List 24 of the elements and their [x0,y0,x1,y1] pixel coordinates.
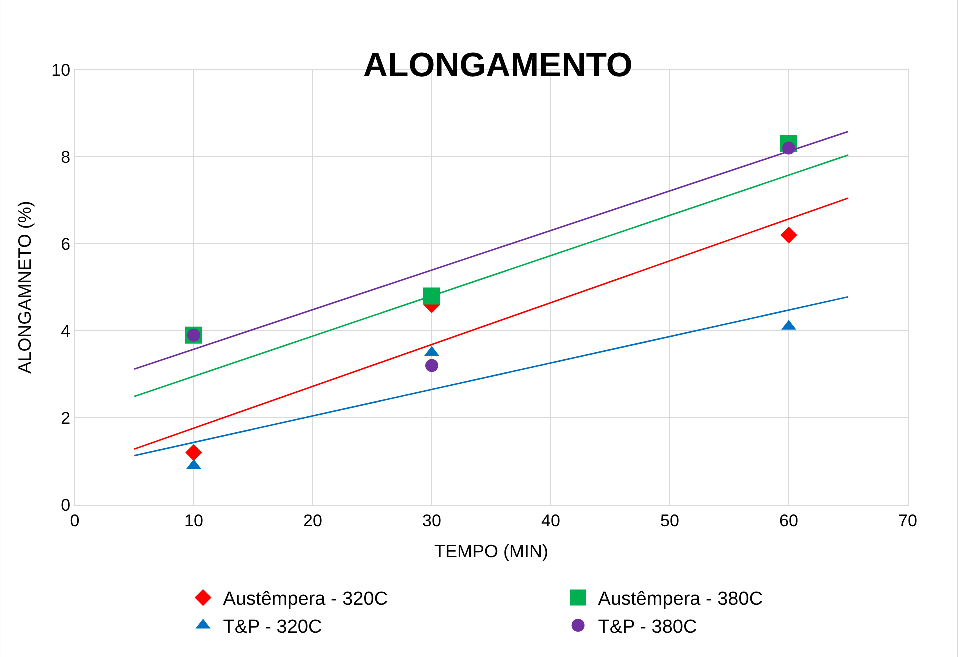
y-tick-label: 8 [61,148,71,167]
y-tick-label: 10 [52,60,71,80]
legend-label: Austêmpera - 380C [598,589,764,610]
point [426,359,438,372]
legend-label: T&P - 320C [223,616,322,638]
y-tick-label: 6 [61,234,71,254]
legend-label: Austêmpera - 320C [223,589,388,610]
x-tick-label: 70 [898,511,918,530]
y-axis-title: ALONGAMNETO (%) [14,201,35,374]
x-tick-label: 10 [184,511,204,530]
chart-title: ALONGAMENTO [363,46,633,84]
x-tick-label: 20 [304,511,322,530]
legend-label: T&P - 380C [598,616,698,638]
point [780,226,798,244]
y-tick-label: 4 [61,322,71,341]
x-axis-title: TEMPO (MIN) [434,542,548,562]
y-tick-label: 2 [61,408,71,428]
point [424,288,440,305]
point [186,444,202,462]
x-tick-label: 50 [660,511,680,530]
y-tick-label: 0 [61,496,71,515]
x-tick-label: 60 [780,511,798,530]
x-tick-label: 40 [542,511,560,530]
x-tick-label: 30 [422,511,442,530]
